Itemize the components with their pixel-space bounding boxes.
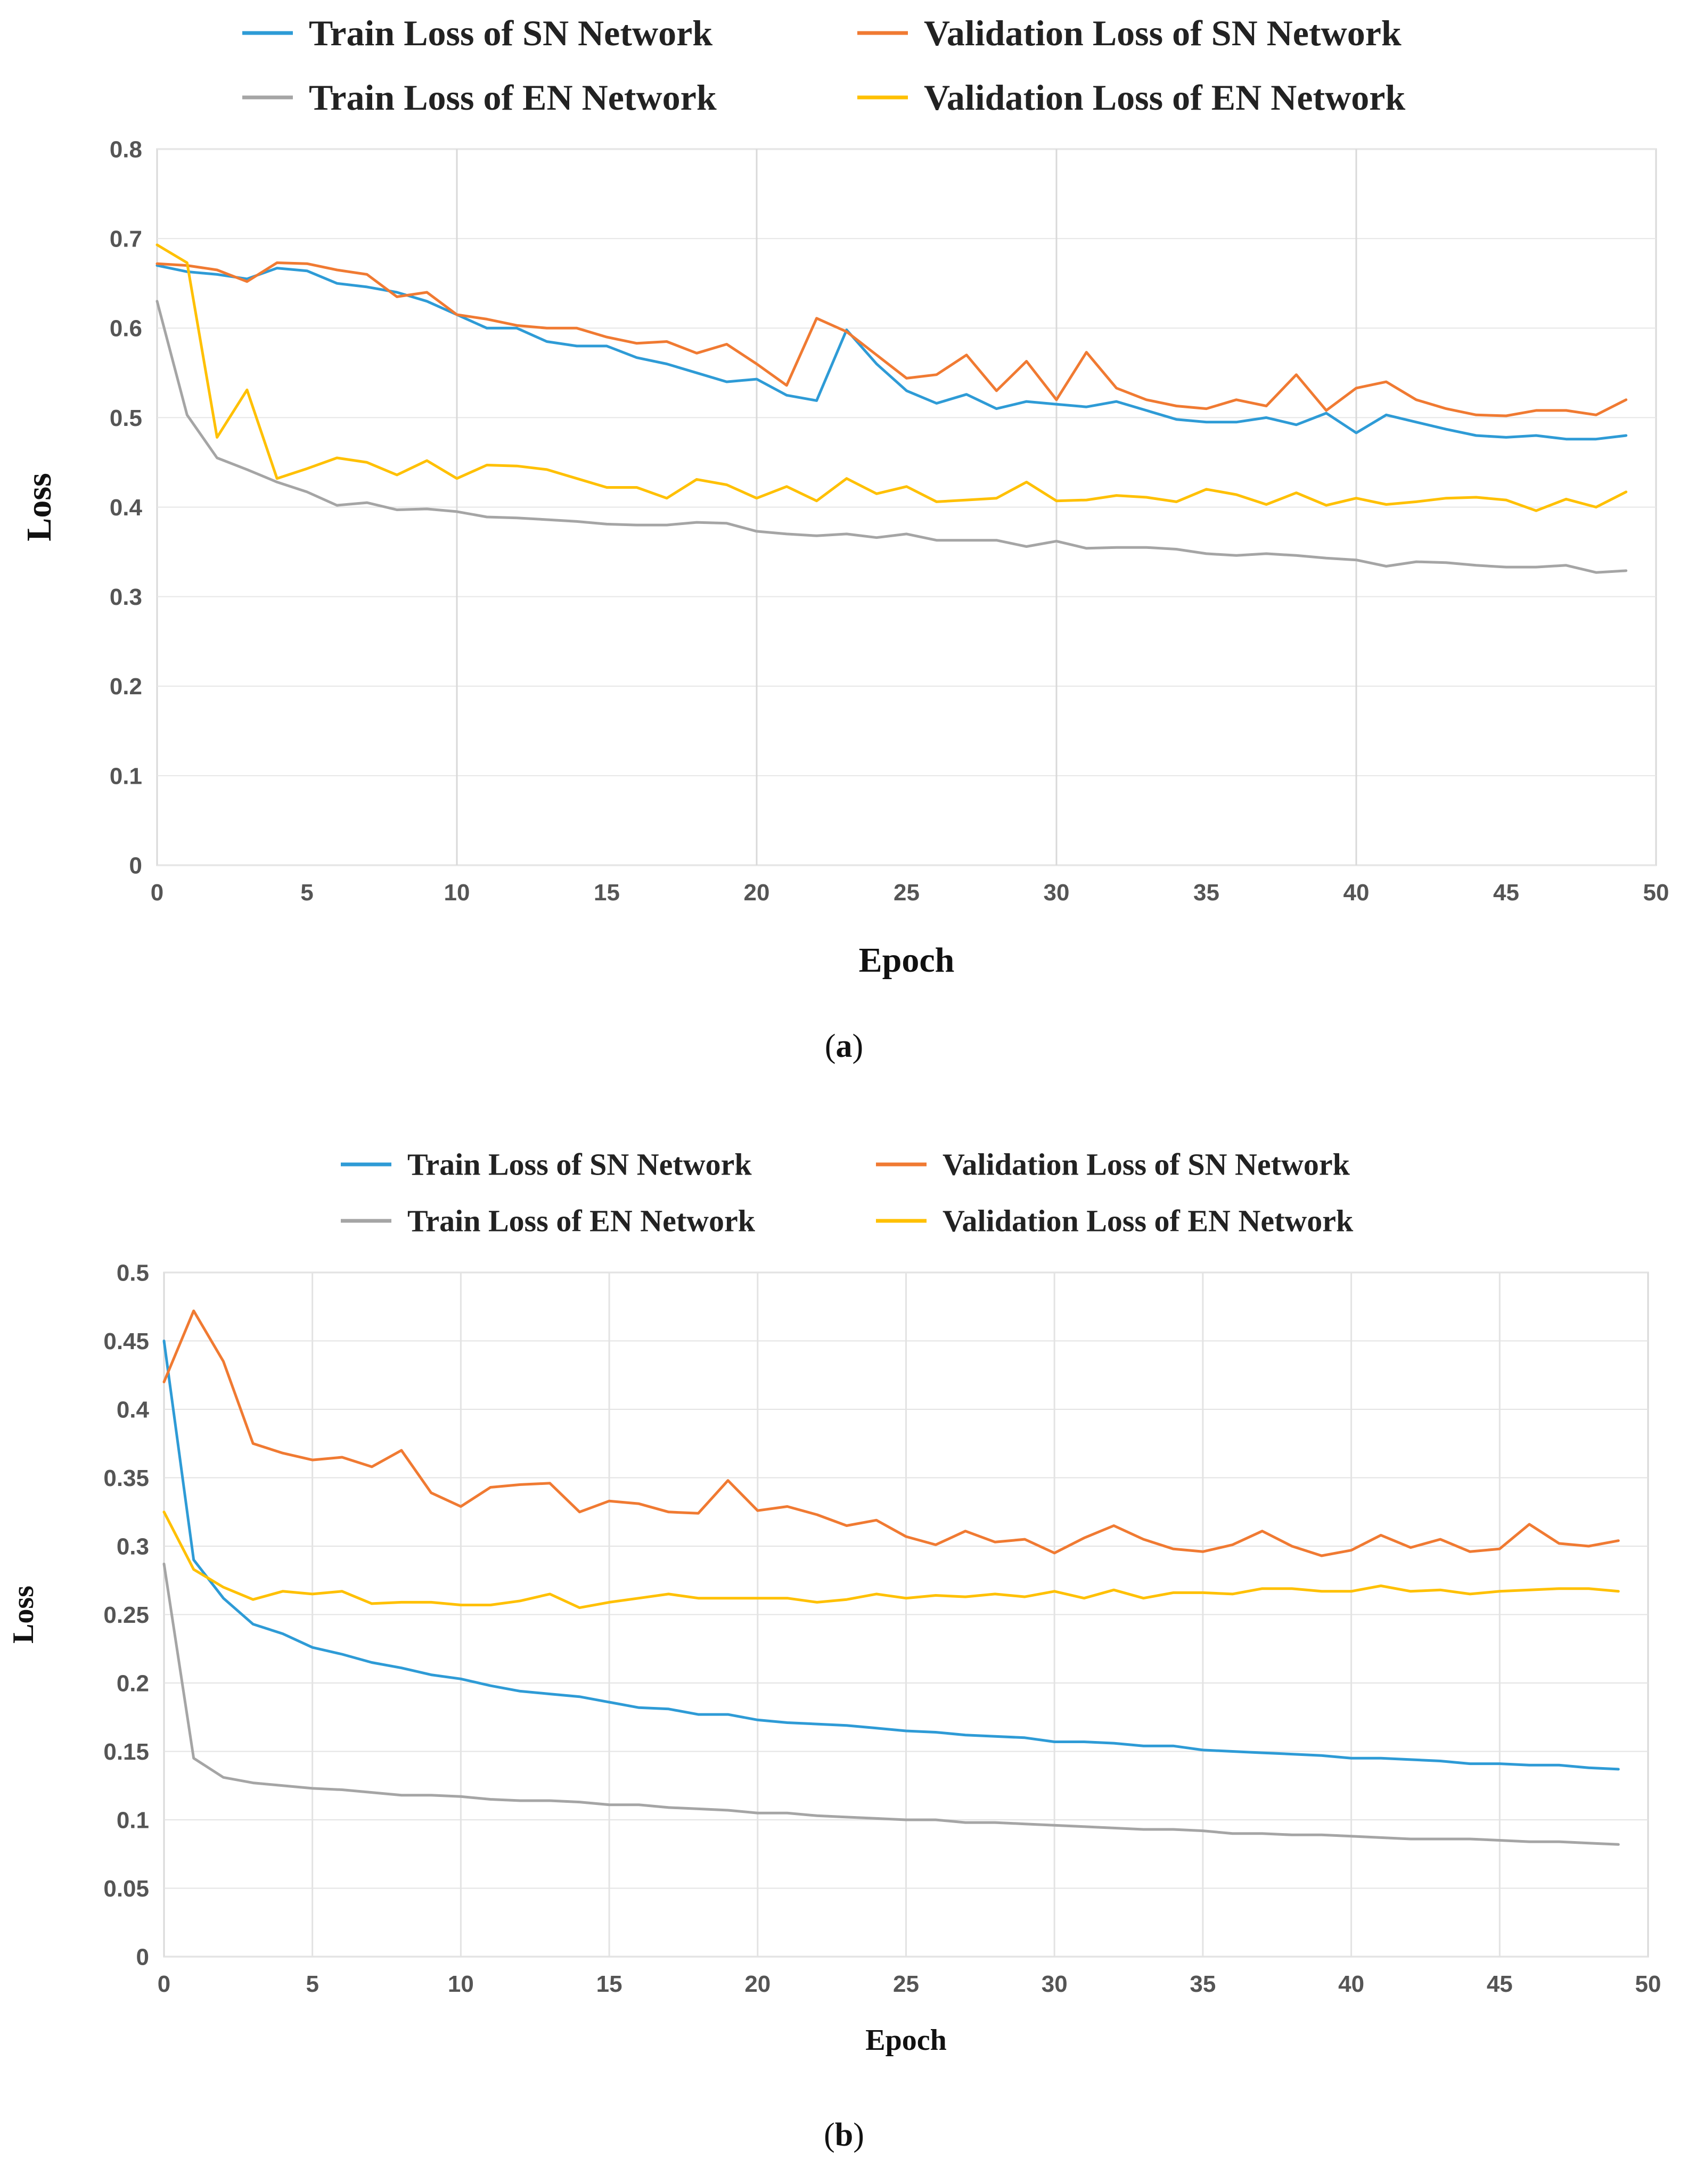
cb-legend-label-2: Validation Loss of SN Network: [943, 1147, 1350, 1182]
caption-b-letter: b: [834, 2117, 854, 2153]
cb-x-axis-title: Epoch: [865, 2024, 947, 2057]
ca-y-axis-title: Loss: [20, 473, 59, 541]
cb-x-tick-label: 15: [596, 1971, 622, 1997]
ca-y-tick-label: 0: [129, 852, 142, 878]
cb-y-tick-label: 0: [136, 1944, 149, 1970]
ca-series-line-4: [155, 243, 1628, 512]
ca-series-line-1: [155, 264, 1628, 441]
cb-legend-label-4: Validation Loss of EN Network: [943, 1204, 1354, 1238]
cb-y-tick-label: 0.35: [103, 1465, 149, 1491]
ca-x-tick-label: 0: [151, 880, 163, 906]
cb-y-tick-label: 0.25: [103, 1602, 149, 1628]
ca-legend-label-4: Validation Loss of EN Network: [924, 77, 1405, 118]
ca-x-tick-label: 20: [744, 880, 770, 906]
ca-x-tick-label: 15: [594, 880, 620, 906]
cb-x-tick-label: 5: [306, 1971, 318, 1997]
ca-x-tick-label: 5: [300, 880, 313, 906]
ca-y-tick-label: 0.1: [110, 763, 142, 789]
cb-y-axis-title: Loss: [7, 1586, 40, 1644]
cb-x-tick-label: 10: [448, 1971, 474, 1997]
ca-legend-label-3: Train Loss of EN Network: [309, 77, 717, 118]
cb-legend-label-3: Train Loss of EN Network: [407, 1204, 756, 1238]
ca-x-axis-title: Epoch: [859, 941, 955, 980]
ca-y-tick-label: 0.8: [110, 136, 142, 162]
ca-y-tick-label: 0.5: [110, 405, 142, 431]
caption-a: (a): [824, 1028, 864, 1064]
ca-x-tick-label: 35: [1193, 880, 1219, 906]
cb-x-tick-label: 25: [893, 1971, 919, 1997]
ca-x-tick-label: 10: [444, 880, 470, 906]
cb-y-tick-label: 0.2: [117, 1670, 149, 1696]
ca-y-tick-label: 0.2: [110, 674, 142, 700]
ca-x-tick-label: 30: [1044, 880, 1070, 906]
cb-series-line-4: [162, 1510, 1620, 1610]
loss-chart-a: 0 0.1 0.2 0.3 0.4 0.5 0.6 0.7 0.8 0 5 10 15 20 25 30 35 4…: [20, 13, 1669, 980]
ca-x-tick-label: 25: [894, 880, 920, 906]
ca-y-tick-label: 0.3: [110, 584, 142, 610]
cb-x-tick-label: 40: [1338, 1971, 1364, 1997]
cb-x-tick-label: 30: [1042, 1971, 1068, 1997]
cb-y-tick-label: 0.05: [103, 1876, 149, 1902]
ca-x-tick-label: 45: [1493, 880, 1519, 906]
ca-x-tick-label: 50: [1643, 880, 1669, 906]
ca-x-tick-label: 40: [1343, 880, 1370, 906]
cb-x-tick-label: 35: [1190, 1971, 1216, 1997]
ca-legend-label-2: Validation Loss of SN Network: [924, 13, 1402, 53]
caption-b: (b): [824, 2117, 864, 2153]
cb-y-tick-label: 0.15: [103, 1739, 149, 1765]
caption-a-letter: a: [835, 1028, 853, 1064]
ca-series-line-2: [155, 261, 1628, 417]
cb-y-tick-label: 0.3: [117, 1533, 149, 1559]
loss-chart-b: 0 0.05 0.1 0.15 0.2 0.25 0.3 0.35 0.4 0.45 0.5 0 5 10…: [7, 1147, 1661, 2057]
chart-panel-b: 0 0.05 0.1 0.15 0.2 0.25 0.3 0.35 0.4 0.45 0.5 0 5 10…: [0, 1091, 1688, 2184]
cb-x-tick-label: 20: [744, 1971, 771, 1997]
cb-y-tick-label: 0.1: [117, 1807, 149, 1833]
cb-x-tick-label: 50: [1635, 1971, 1661, 1997]
ca-series-line-3: [155, 300, 1628, 574]
cb-legend-label-1: Train Loss of SN Network: [407, 1147, 752, 1182]
cb-series-line-2: [162, 1309, 1620, 1557]
cb-y-tick-label: 0.45: [103, 1328, 149, 1354]
cb-series-line-1: [162, 1340, 1620, 1771]
ca-y-tick-label: 0.6: [110, 316, 142, 342]
ca-y-tick-label: 0.4: [110, 495, 143, 521]
chart-panel-a: 0 0.1 0.2 0.3 0.4 0.5 0.6 0.7 0.8 0 5 10 15 20 25 30 35 4…: [0, 0, 1688, 1091]
cb-y-tick-label: 0.4: [117, 1397, 150, 1423]
cb-y-tick-label: 0.5: [117, 1260, 149, 1286]
ca-y-tick-label: 0.7: [110, 226, 142, 252]
cb-x-tick-label: 45: [1487, 1971, 1513, 1997]
cb-x-tick-label: 0: [158, 1971, 170, 1997]
ca-legend-label-1: Train Loss of SN Network: [309, 13, 712, 53]
cb-series-line-3: [162, 1562, 1620, 1846]
